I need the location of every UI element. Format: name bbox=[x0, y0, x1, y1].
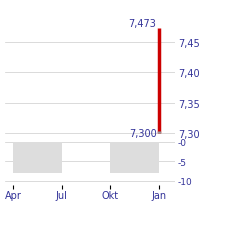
Bar bbox=[110, 142, 159, 173]
Text: 7,300: 7,300 bbox=[129, 128, 156, 138]
Text: 7,473: 7,473 bbox=[129, 19, 156, 29]
Bar bbox=[13, 142, 62, 173]
